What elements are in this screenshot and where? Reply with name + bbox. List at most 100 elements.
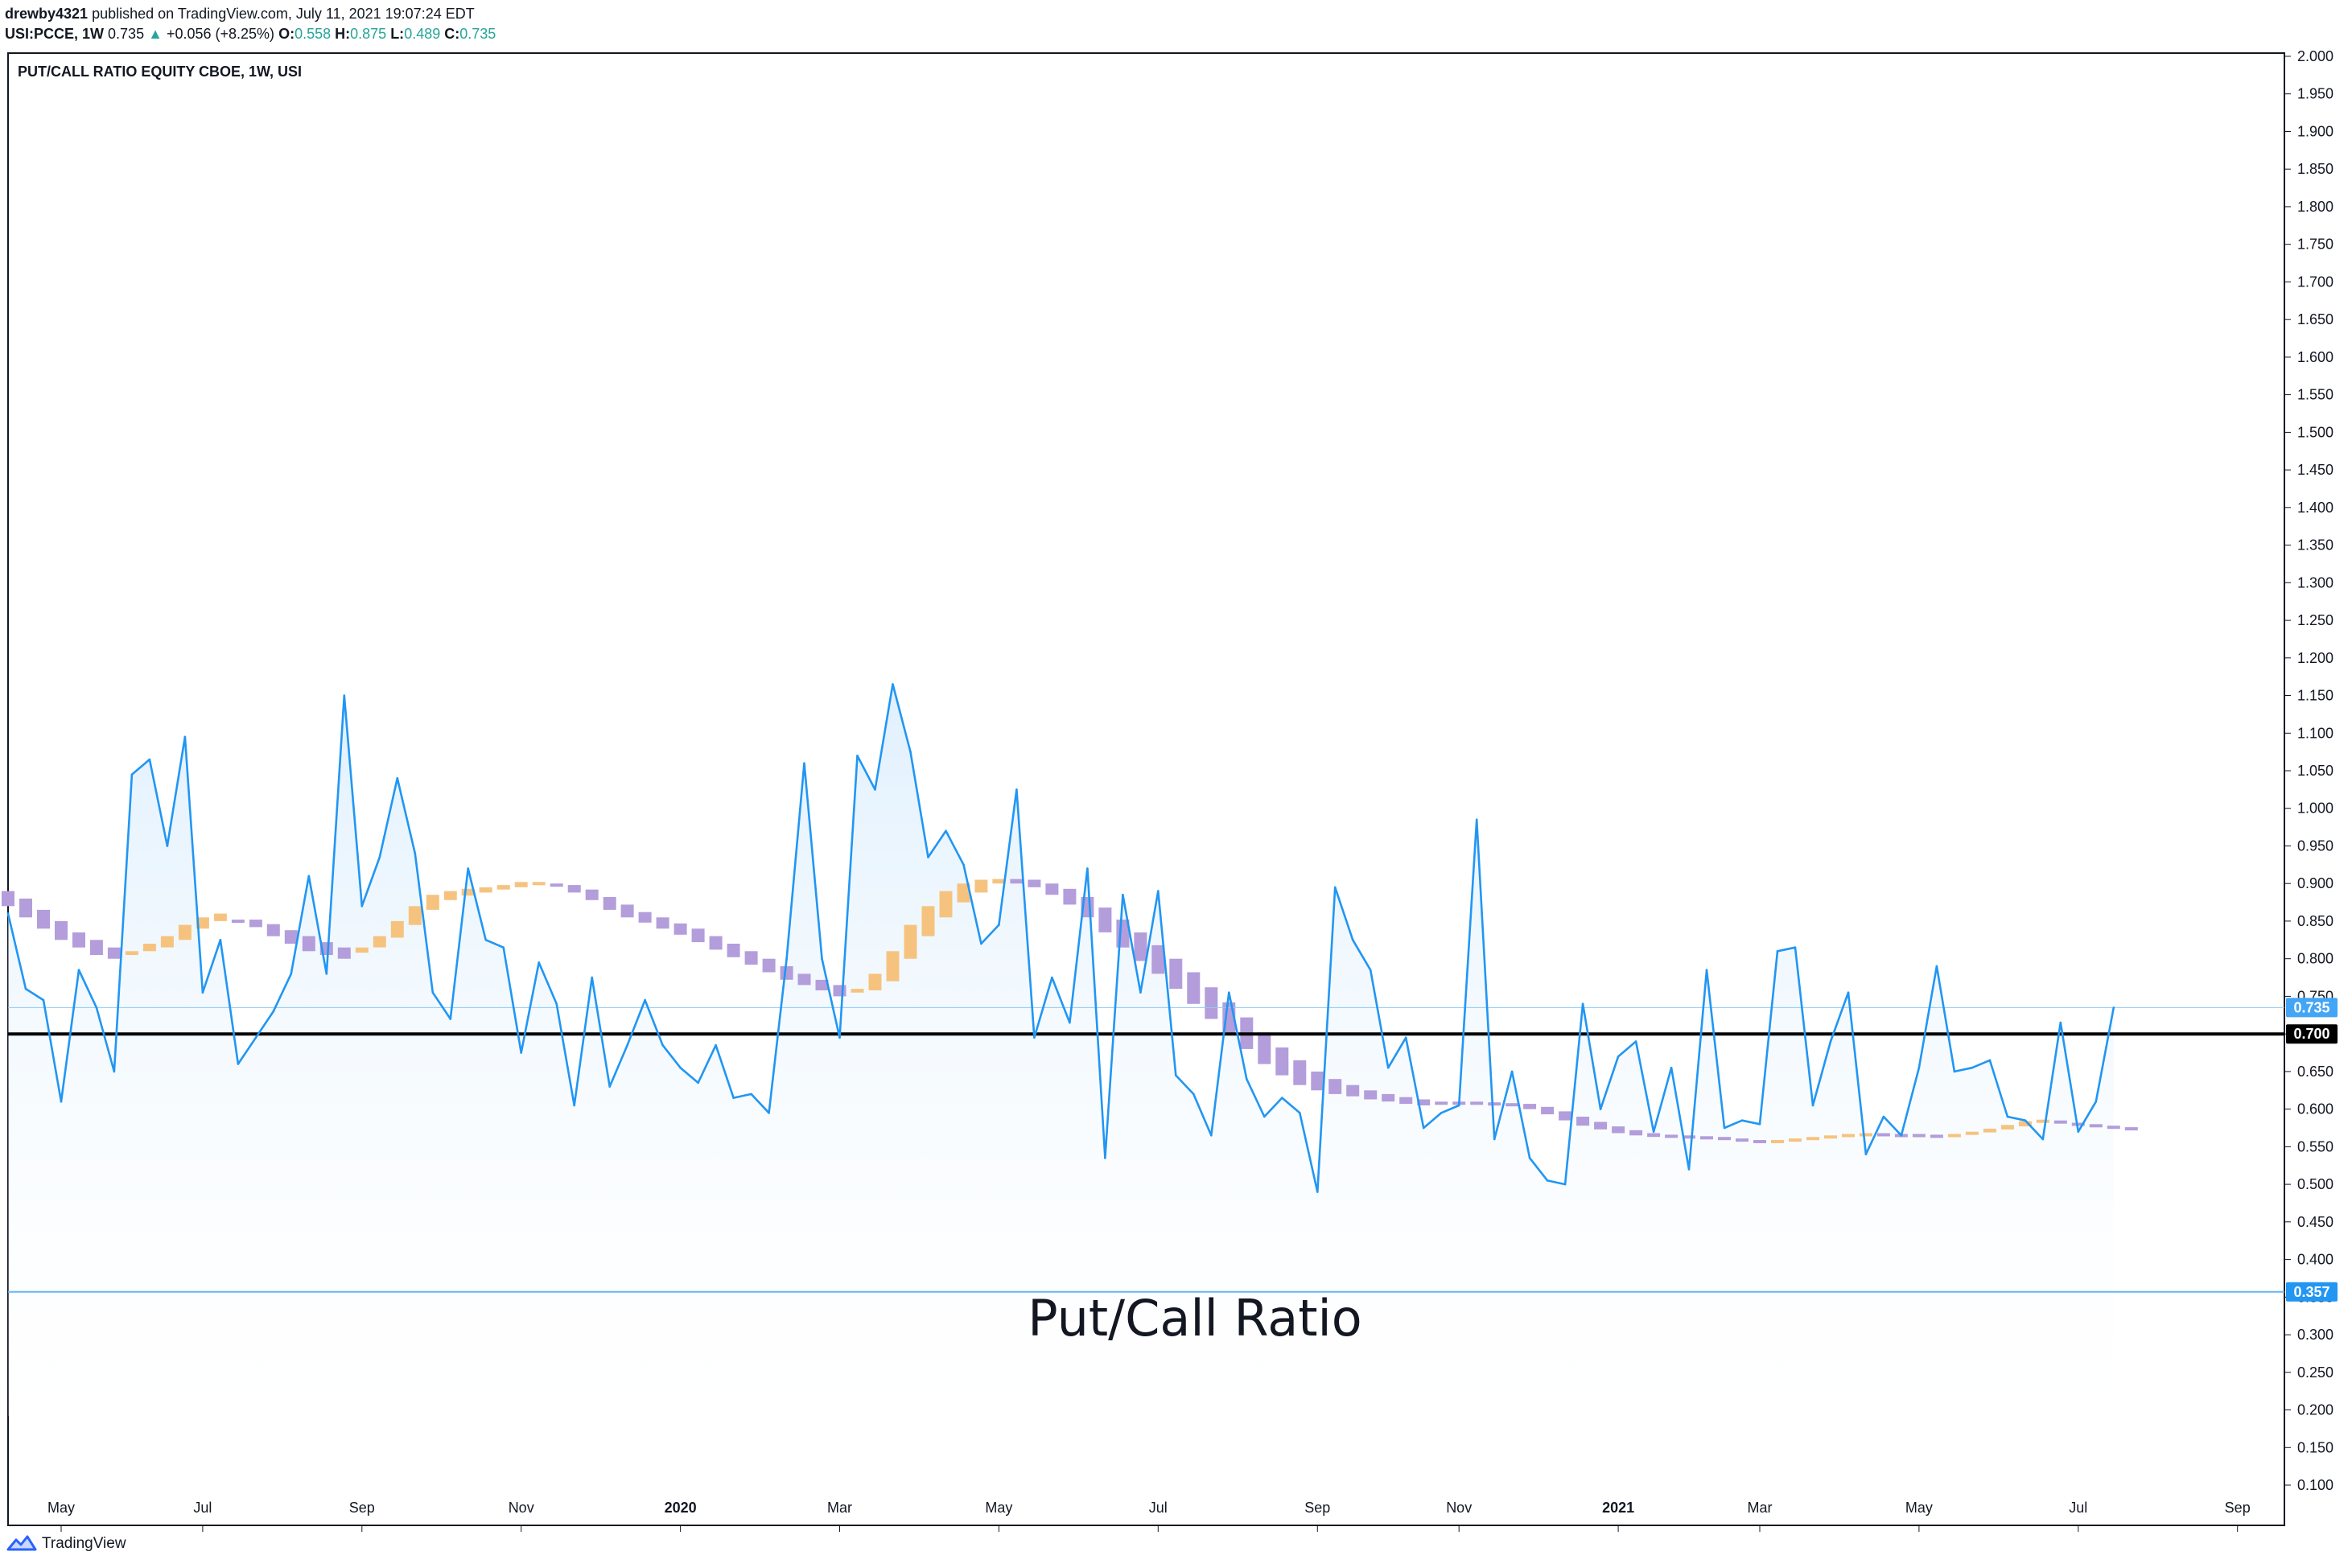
data-point xyxy=(272,1010,275,1013)
ribbon-bar xyxy=(833,985,846,997)
data-point xyxy=(502,946,505,949)
ribbon-bar xyxy=(939,891,953,918)
data-point xyxy=(254,1036,257,1039)
y-tick-label: 0.250 xyxy=(2297,1364,2333,1381)
x-tick-label: Nov xyxy=(1446,1500,1472,1516)
y-tick-label: 0.400 xyxy=(2297,1252,2333,1268)
author-name[interactable]: drewby4321 xyxy=(5,6,89,22)
data-point xyxy=(1281,1097,1283,1099)
ribbon-bar xyxy=(744,951,758,965)
symbol-info: USI:PCCE, 1W 0.735 ▲ +0.056 (+8.25%) O:0… xyxy=(5,24,496,43)
price-label-box xyxy=(2286,998,2338,1018)
data-point xyxy=(1369,969,1372,971)
data-point xyxy=(1015,788,1018,791)
data-point xyxy=(2095,1101,2098,1103)
y-tick-label: 1.150 xyxy=(2297,688,2333,704)
ribbon-bar xyxy=(249,920,262,928)
ribbon-bar xyxy=(673,923,687,935)
last-price: 0.735 xyxy=(108,26,145,42)
ribbon-bar xyxy=(1718,1137,1731,1141)
ribbon-bar xyxy=(1311,1071,1324,1091)
data-point xyxy=(148,758,151,761)
data-point xyxy=(874,788,876,791)
ribbon-bar xyxy=(585,889,599,900)
data-point xyxy=(1652,1130,1655,1133)
ribbon-bar xyxy=(1382,1093,1395,1102)
data-point xyxy=(750,1093,752,1096)
data-point xyxy=(1634,1040,1637,1043)
tradingview-footer[interactable]: TradingView xyxy=(6,1535,126,1553)
ribbon-bar xyxy=(1346,1084,1360,1097)
ribbon-bar xyxy=(1098,907,1112,932)
tradingview-brand: TradingView xyxy=(42,1535,126,1552)
y-tick-label: 1.100 xyxy=(2297,725,2333,741)
ribbon-bar xyxy=(603,897,616,910)
data-point xyxy=(113,1070,116,1073)
chart-annotation: Put/Call Ratio xyxy=(1028,1289,1361,1348)
data-point xyxy=(1687,1168,1691,1171)
ribbon-bar xyxy=(443,891,457,900)
data-point xyxy=(1917,1066,1921,1069)
y-tick-label: 0.550 xyxy=(2297,1138,2333,1154)
publish-info: drewby4321 published on TradingView.com,… xyxy=(5,3,496,24)
data-point xyxy=(980,942,982,945)
data-point xyxy=(608,1085,611,1088)
ribbon-bar xyxy=(815,979,829,990)
data-point xyxy=(1157,890,1160,892)
ribbon-bar xyxy=(1399,1097,1413,1105)
x-tick-label: Sep xyxy=(2225,1500,2251,1516)
ribbon-bar xyxy=(408,906,422,925)
ribbon-bar xyxy=(107,947,121,959)
x-tick-label: May xyxy=(47,1500,75,1516)
low-label: L: xyxy=(390,26,405,42)
ribbon-bar xyxy=(550,883,563,887)
y-tick-label: 1.300 xyxy=(2297,574,2333,591)
data-point xyxy=(1723,1126,1726,1130)
data-point xyxy=(715,1043,717,1047)
x-tick-label: May xyxy=(985,1500,1012,1516)
y-tick-label: 1.600 xyxy=(2297,349,2333,365)
data-point xyxy=(909,751,912,753)
y-tick-label: 1.950 xyxy=(2297,86,2333,102)
ribbon-bar xyxy=(638,912,652,923)
y-tick-label: 1.350 xyxy=(2297,537,2333,554)
x-tick-label: Jul xyxy=(193,1500,212,1516)
ribbon-bar xyxy=(72,932,85,948)
symbol-label[interactable]: USI:PCCE, 1W xyxy=(5,26,105,42)
data-point xyxy=(1740,1119,1744,1121)
y-tick-label: 1.200 xyxy=(2297,650,2333,666)
data-point xyxy=(1776,950,1779,953)
ribbon-bar xyxy=(1328,1079,1342,1094)
data-point xyxy=(2006,1115,2009,1118)
price-label-box xyxy=(2286,1024,2338,1044)
ribbon-bar xyxy=(567,885,581,893)
y-tick-label: 1.000 xyxy=(2297,800,2333,817)
data-point xyxy=(2059,1021,2062,1024)
data-point xyxy=(42,998,45,1002)
high-value: 0.875 xyxy=(350,26,387,42)
ribbon-bar xyxy=(1612,1126,1625,1134)
data-point xyxy=(1122,893,1124,896)
ribbon-bar xyxy=(1364,1090,1378,1100)
data-point xyxy=(1404,1036,1407,1039)
data-point xyxy=(821,957,823,960)
ribbon-bar xyxy=(1842,1134,1855,1138)
close-label: C: xyxy=(444,26,460,42)
ribbon-bar xyxy=(19,898,32,918)
ribbon-bar xyxy=(2053,1120,2067,1124)
ribbon-bar xyxy=(373,936,386,948)
data-point xyxy=(768,1112,770,1114)
data-point xyxy=(1192,1093,1195,1096)
data-point xyxy=(626,1043,628,1047)
series-line[interactable] xyxy=(6,683,2115,1193)
price-label-0.357: 0.357 xyxy=(2293,1284,2329,1300)
data-point xyxy=(1847,991,1850,994)
ribbon-bar xyxy=(302,936,315,952)
data-point xyxy=(555,1002,558,1006)
chart-header: drewby4321 published on TradingView.com,… xyxy=(5,3,496,43)
data-point xyxy=(1386,1066,1390,1069)
area-fill xyxy=(8,684,2114,1416)
x-tick-label: Sep xyxy=(349,1500,375,1516)
data-point xyxy=(1510,1070,1514,1073)
